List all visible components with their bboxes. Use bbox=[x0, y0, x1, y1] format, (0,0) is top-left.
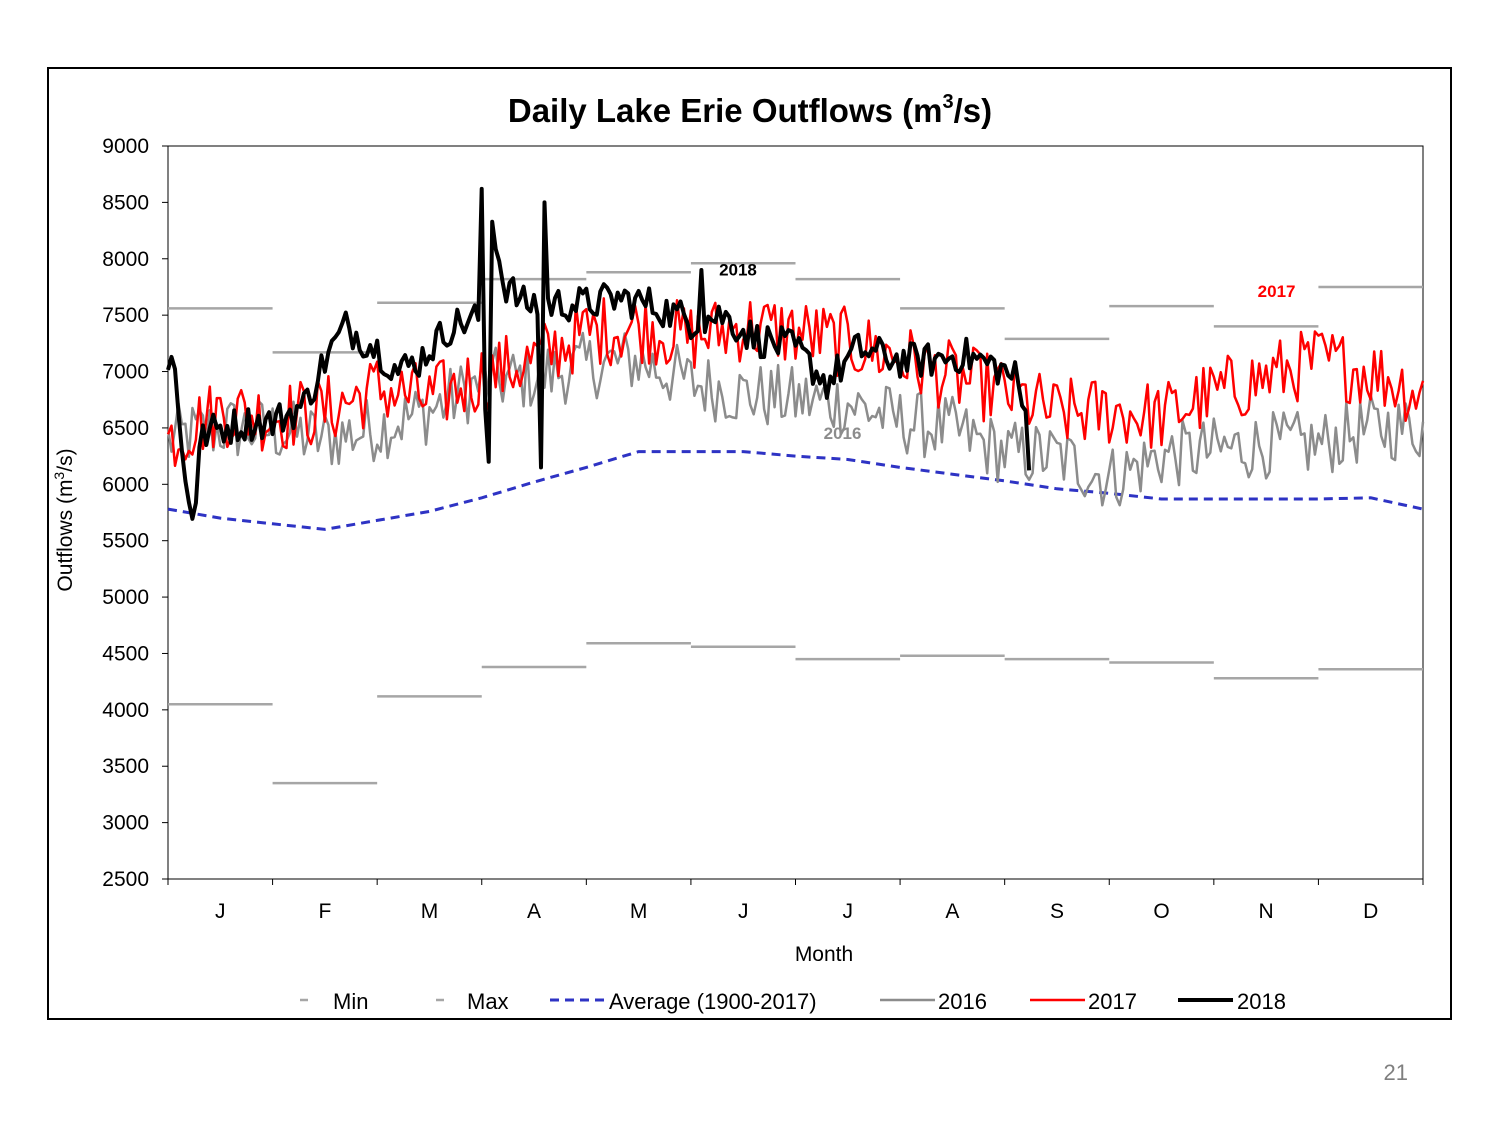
series-average-line bbox=[167, 450, 1424, 531]
series-2017-line bbox=[166, 297, 1425, 468]
chart-title: Daily Lake Erie Outflows (m3/s) bbox=[508, 91, 992, 129]
x-axis-label: Month bbox=[795, 943, 853, 966]
annotation-label: 2016 bbox=[824, 424, 862, 443]
y-tick-label: 3500 bbox=[102, 755, 149, 778]
y-tick-label: 6000 bbox=[102, 473, 149, 496]
x-tick-label: M bbox=[421, 900, 439, 923]
chart-frame bbox=[47, 67, 1452, 1020]
page-number: 21 bbox=[1383, 1060, 1408, 1085]
y-tick-label: 7000 bbox=[102, 361, 149, 384]
y-tick-label: 5500 bbox=[102, 530, 149, 553]
chart-title-main: Daily Lake Erie Outflows (m bbox=[508, 92, 943, 129]
y-tick-label: 3000 bbox=[102, 812, 149, 835]
y-tick-label: 4500 bbox=[102, 642, 149, 665]
y-axis-label-superscript: 3 bbox=[51, 472, 67, 480]
x-tick-label: A bbox=[945, 900, 959, 923]
series-2018-line bbox=[166, 186, 1032, 521]
x-tick-label: D bbox=[1363, 900, 1378, 923]
legend-label: 2017 bbox=[1088, 989, 1137, 1014]
x-tick-label: M bbox=[630, 900, 648, 923]
y-tick-label: 7500 bbox=[102, 304, 149, 327]
x-tick-label: J bbox=[843, 900, 854, 923]
y-tick-label: 6500 bbox=[102, 417, 149, 440]
legend-label: Average (1900-2017) bbox=[609, 989, 817, 1014]
x-tick-label: F bbox=[318, 900, 331, 923]
y-axis: 2500 3000 3500 4000 4500 5000 5500 6000 6500 7000… bbox=[102, 135, 168, 891]
chart-title-suffix: /s) bbox=[954, 92, 993, 129]
legend: Min Max Average (1900-2017) 2016 2017 2018 bbox=[300, 989, 1286, 1014]
legend-label: Max bbox=[467, 989, 509, 1014]
x-tick-label: N bbox=[1259, 900, 1274, 923]
series-layer bbox=[166, 186, 1425, 785]
chart-title-superscript: 3 bbox=[942, 91, 953, 113]
legend-label: 2016 bbox=[938, 989, 987, 1014]
y-tick-label: 4000 bbox=[102, 699, 149, 722]
y-axis-label-suffix: /s) bbox=[54, 448, 77, 471]
y-axis-label: Outflows (m3/s) bbox=[51, 448, 77, 591]
y-tick-label: 5000 bbox=[102, 586, 149, 609]
x-tick-label: S bbox=[1050, 900, 1064, 923]
y-tick-label: 9000 bbox=[102, 135, 149, 158]
plot-area bbox=[167, 145, 1424, 880]
x-tick-label: J bbox=[738, 900, 749, 923]
annotation-label: 2017 bbox=[1258, 282, 1296, 301]
legend-label: Min bbox=[333, 989, 368, 1014]
x-tick-label: J bbox=[215, 900, 226, 923]
y-tick-label: 8000 bbox=[102, 248, 149, 271]
annotation-layer: 2018 2017 2016 bbox=[719, 261, 1295, 444]
x-tick-label: A bbox=[527, 900, 541, 923]
annotation-label: 2018 bbox=[719, 261, 757, 280]
y-axis-label-main: Outflows (m bbox=[54, 480, 77, 592]
legend-label: 2018 bbox=[1237, 989, 1286, 1014]
x-tick-label: O bbox=[1153, 900, 1169, 923]
series-2016-line bbox=[166, 331, 1425, 507]
y-tick-label: 8500 bbox=[102, 191, 149, 214]
y-tick-label: 2500 bbox=[102, 868, 149, 891]
